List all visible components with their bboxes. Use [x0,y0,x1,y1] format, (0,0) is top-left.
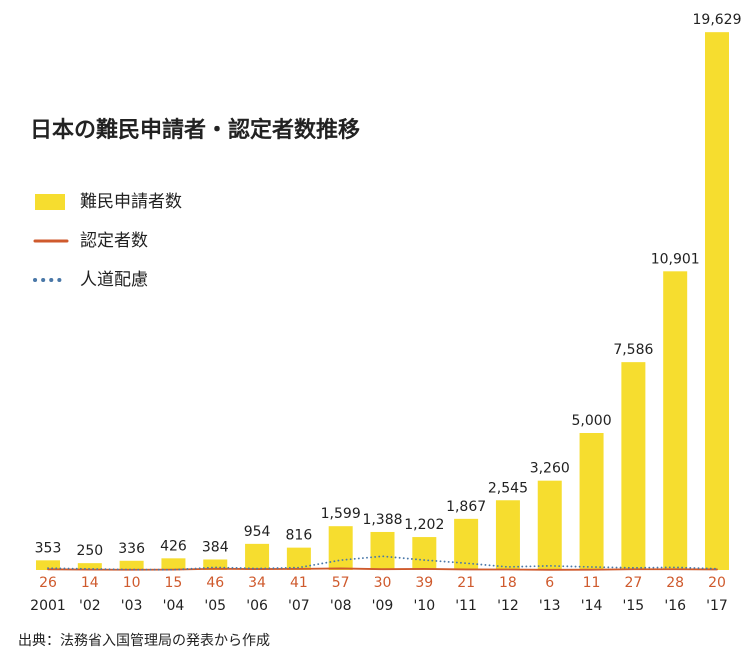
bar [621,362,646,570]
bar [370,531,395,570]
data-label: 27 [624,575,642,591]
x-tick-label: '05 [204,598,226,614]
data-label: 11 [583,575,601,591]
x-tick-label: '12 [497,598,519,614]
line [47,555,718,571]
legend-label: 難民申請者数 [80,192,182,212]
data-label: 6 [545,575,554,591]
bar [663,271,688,570]
value-label: 5,000 [572,413,612,429]
value-label: 19,629 [693,12,742,28]
data-label: 41 [290,575,308,591]
data-label: 18 [499,575,517,591]
value-label: 3,260 [530,461,570,477]
bar [119,560,144,570]
x-tick-label: '11 [455,598,477,614]
data-label: 10 [123,575,141,591]
data-label: 21 [457,575,475,591]
bar [161,558,186,570]
value-label: 816 [286,528,313,544]
data-label: 15 [165,575,183,591]
value-label: 2,545 [488,480,528,496]
bar [705,32,729,570]
bar [286,547,311,570]
data-label: 14 [81,575,99,591]
x-tick-label: '02 [79,598,101,614]
bar [412,537,437,570]
x-tick-label: 2001 [30,598,66,614]
value-label: 1,867 [446,499,486,515]
value-label: 250 [76,543,103,559]
value-label: 353 [35,540,62,556]
data-label: 20 [708,575,726,591]
value-label: 1,202 [404,517,444,533]
data-label: 26 [39,575,57,591]
x-tick-label: '14 [581,598,603,614]
bar [36,560,60,570]
value-label: 7,586 [613,342,653,358]
value-label: 954 [244,524,271,540]
value-label: 384 [202,539,229,555]
x-tick-label: '10 [413,598,435,614]
source: 出典：法務省入国管理局の発表から作成 [18,633,270,649]
line [47,567,718,571]
data-label: 39 [415,575,433,591]
legend-label: 人道配慮 [80,270,148,290]
legend-swatch [35,194,65,210]
data-label: 46 [206,575,224,591]
chart-title: 日本の難民申請者・認定者数推移 [30,117,360,143]
bar [495,500,520,570]
bar [245,543,270,570]
bar [579,433,604,570]
data-label: 34 [248,575,266,591]
data-label: 28 [666,575,684,591]
x-tick-label: '07 [288,598,310,614]
bar [328,526,353,570]
x-tick-label: '08 [330,598,352,614]
x-tick-label: '06 [246,598,268,614]
x-tick-label: '09 [372,598,394,614]
bar [77,563,102,570]
x-tick-label: '03 [121,598,143,614]
data-label: 30 [374,575,392,591]
bar [454,518,479,570]
value-label: 1,388 [362,512,402,528]
value-label: 1,599 [321,506,361,522]
data-label: 57 [332,575,350,591]
x-tick-label: '17 [706,598,728,614]
x-tick-label: '04 [163,598,185,614]
x-tick-label: '16 [664,598,686,614]
value-label: 426 [160,538,187,554]
value-label: 336 [118,541,145,557]
bar [203,559,228,570]
x-tick-label: '13 [539,598,561,614]
value-label: 10,901 [651,251,700,267]
bar [537,480,562,570]
legend-label: 認定者数 [80,231,148,251]
x-tick-label: '15 [623,598,645,614]
